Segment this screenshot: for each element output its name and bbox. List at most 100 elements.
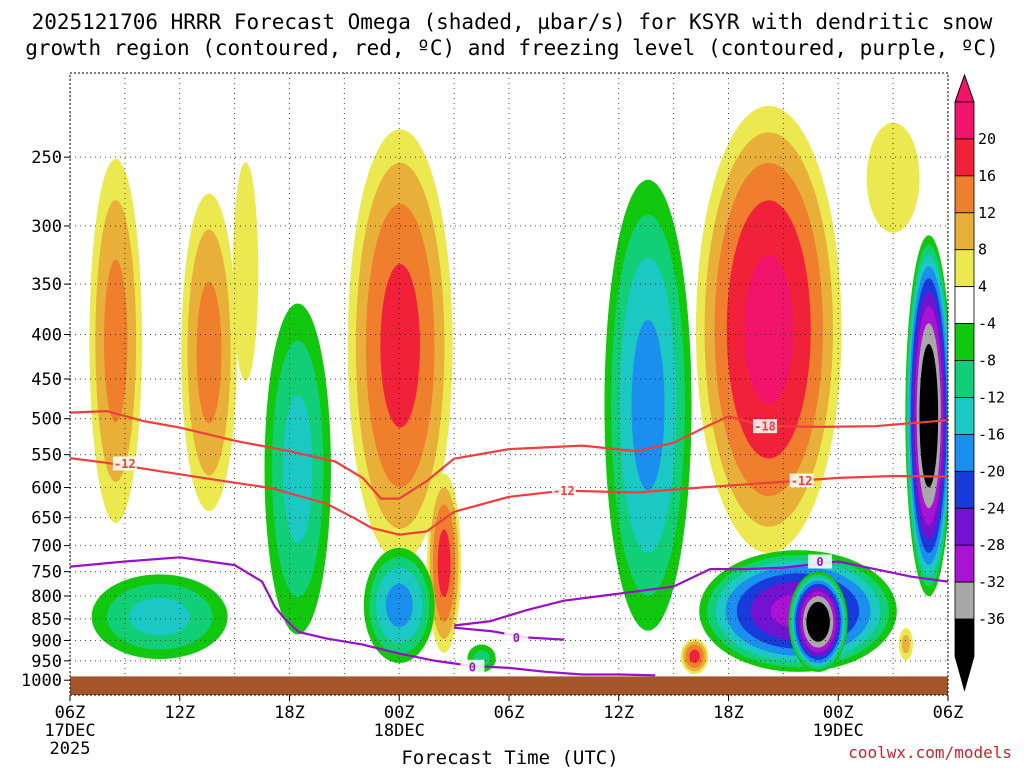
contour-label-dgz-warm-edge-1: -12 — [553, 484, 575, 498]
contour-label-bg-dgz-warm-edge-1 — [551, 483, 576, 498]
terrain-ground — [70, 676, 948, 695]
omega-contour-afternoon-ascent-4 — [232, 162, 259, 382]
omega-contour-overnight-ascent-16 — [380, 263, 420, 428]
colorbar-segment-13 — [954, 581, 975, 620]
contour-label-dgz-warm-edge-2: -12 — [791, 474, 813, 488]
colorbar-label-3: 8 — [978, 241, 987, 259]
y-tick-label-700: 700 — [31, 537, 62, 557]
x-tick-label-42: 00Z — [823, 703, 854, 723]
y-tick-label-400: 400 — [31, 326, 62, 346]
y-tick-label-350: 350 — [31, 275, 62, 295]
gridlines — [70, 73, 948, 695]
colorbar-label-5: -4 — [978, 315, 996, 333]
colorbar-segment-10 — [954, 470, 975, 509]
omega-contour-main-ascent-20 — [744, 254, 794, 405]
omega-contour-late-ascent-4 — [866, 122, 920, 233]
plot-frame — [69, 72, 949, 696]
y-tick-label-500: 500 — [31, 410, 62, 430]
colorbar-segment-3 — [954, 212, 975, 251]
colorbar-segment-4 — [954, 249, 975, 288]
omega-contour-morning-ascent-12 — [103, 259, 128, 423]
contour-label-bg-dgz-warm-edge-2 — [789, 473, 814, 488]
y-tick-label-450: 450 — [31, 370, 62, 390]
contour-label-freezing-level-upper-0: 0 — [816, 555, 823, 569]
omega-contour-low-sinking--12 — [129, 597, 191, 636]
y-tick-label-750: 750 — [31, 563, 62, 583]
omega-region-midday-ascent — [181, 193, 237, 512]
y-tick-label-950: 950 — [31, 652, 62, 672]
chart-title-line2: growth region (contoured, red, ºC) and f… — [25, 36, 999, 60]
x-tick-label-18: 00Z — [384, 703, 415, 723]
contour-label-dgz-warm-edge-0: -12 — [114, 457, 136, 471]
colorbar-label-6: -8 — [978, 352, 996, 370]
omega-contour-midday-ascent-12 — [196, 281, 222, 424]
y-tick-label-600: 600 — [31, 478, 62, 498]
colorbar-label-8: -16 — [978, 425, 1005, 443]
omega-contour-deep-subsidence--36 — [806, 601, 830, 642]
chart-title-line1: 2025121706 HRRR Forecast Omega (shaded, … — [32, 10, 993, 34]
contour-label-dgz-cold-edge-0: -18 — [754, 420, 776, 434]
omega-region-descent-a — [264, 303, 331, 635]
colorbar-segment-2 — [954, 175, 975, 214]
colorbar-label-7: -12 — [978, 388, 1005, 406]
y-axis: 250 300 350 400 450 500 550 600 650 700 750 800 850 9… — [21, 148, 70, 691]
contour-dgz-warm-edge — [70, 457, 948, 536]
colorbar-label-9: -20 — [978, 462, 1005, 480]
omega-region-pbl-ascent — [898, 627, 914, 661]
colorbar-label-4: 4 — [978, 278, 987, 296]
x-tick-date-42: 19DEC — [813, 721, 864, 741]
x-tick-label-24: 06Z — [494, 703, 525, 723]
contour-label-freezing-level-lower-0: 0 — [513, 631, 520, 645]
omega-region-late-ascent — [866, 122, 920, 233]
omega-region-afternoon-ascent — [232, 162, 259, 382]
x-tick-label-6: 12Z — [164, 703, 195, 723]
plot-area: -12 -12 -12 -18 0 0 0 — [69, 72, 949, 696]
x-tick-label-48: 06Z — [933, 703, 964, 723]
colorbar-label-0: 20 — [978, 130, 996, 148]
colorbar-segment-7 — [954, 360, 975, 398]
omega-region-low-level-ascent — [680, 638, 709, 675]
omega-contour-pbl-ascent-8 — [901, 634, 911, 654]
x-axis-label: Forecast Time (UTC) — [401, 747, 618, 768]
x-tick-date-18: 18DEC — [374, 721, 425, 741]
colorbar-bottom-arrow — [954, 655, 975, 692]
contour-freezing-level-upper — [453, 560, 948, 627]
colorbar-segment-8 — [954, 397, 975, 435]
x-tick-label-30: 12Z — [603, 703, 634, 723]
omega-region-descent-b — [363, 547, 435, 663]
contour-label-bg-dgz-cold-edge-0 — [753, 419, 778, 434]
colorbar-label-2: 12 — [978, 204, 996, 222]
y-tick-label-650: 650 — [31, 509, 62, 529]
y-tick-label-250: 250 — [31, 148, 62, 168]
colorbar-label-11: -28 — [978, 536, 1005, 554]
colorbar-label-12: -32 — [978, 573, 1005, 591]
y-tick-label-850: 850 — [31, 610, 62, 630]
y-tick-label-300: 300 — [31, 217, 62, 237]
colorbar-segment-12 — [954, 544, 975, 583]
y-tick-label-550: 550 — [31, 446, 62, 466]
contour-label-bg-freezing-level-upper-0 — [807, 554, 832, 569]
colorbar-segment-14 — [954, 618, 975, 657]
colorbar-label-10: -24 — [978, 499, 1005, 517]
x-tick-year-0: 2025 — [50, 739, 91, 759]
colorbar-label-1: 16 — [978, 167, 996, 185]
omega-region-deep-subsidence — [788, 571, 848, 672]
colorbar: 20 16 12 8 4 -4 -8 -12 -16 -20 -24 -28 -32 -36 — [954, 73, 1005, 692]
x-tick-date-0: 17DEC — [44, 721, 95, 741]
colorbar-segment-6 — [954, 323, 975, 361]
omega-contour-descent-d--16 — [631, 319, 665, 491]
contour-lines: -12 -12 -12 -18 0 0 0 — [70, 410, 948, 677]
contour-label-bg-freezing-level-0 — [460, 659, 485, 674]
x-tick-label-0: 06Z — [55, 703, 86, 723]
omega-region-low-sinking — [91, 574, 228, 660]
omega-contour-low-level-ascent-16 — [689, 649, 700, 664]
colorbar-segment-0 — [954, 101, 975, 140]
y-tick-label-800: 800 — [31, 587, 62, 607]
x-tick-label-36: 18Z — [713, 703, 744, 723]
contour-label-bg-dgz-warm-edge-0 — [112, 456, 137, 471]
omega-contour-descent-b--16 — [385, 583, 413, 628]
omega-contour-late-subsidence--36 — [919, 343, 939, 488]
colorbar-segment-9 — [954, 433, 975, 472]
